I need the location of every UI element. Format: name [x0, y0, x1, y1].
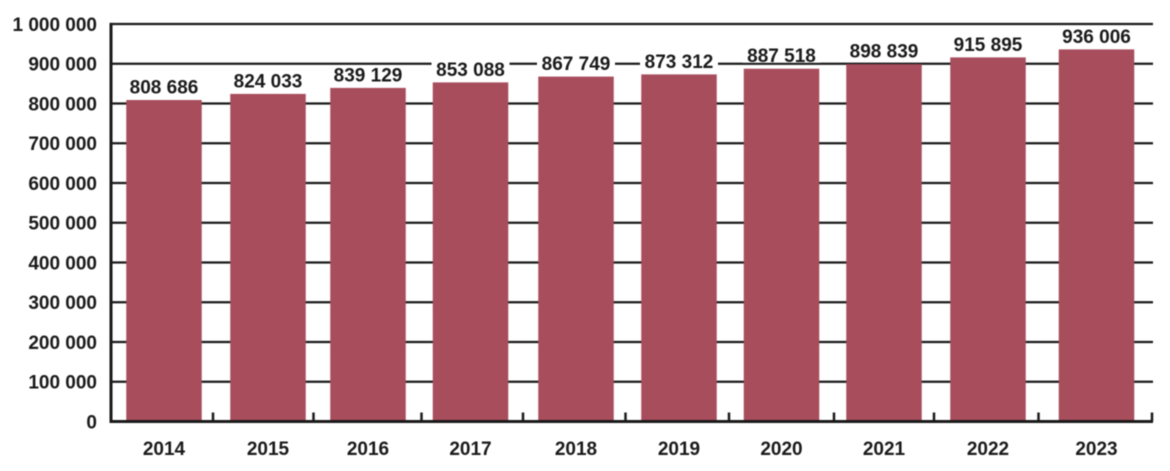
- svg-text:0: 0: [86, 412, 97, 433]
- svg-text:936 006: 936 006: [1062, 27, 1131, 48]
- svg-text:200 000: 200 000: [28, 333, 97, 354]
- svg-text:873 312: 873 312: [645, 52, 714, 73]
- svg-text:2020: 2020: [760, 439, 802, 460]
- svg-text:400 000: 400 000: [28, 253, 97, 274]
- svg-text:2018: 2018: [555, 439, 597, 460]
- svg-text:2016: 2016: [347, 439, 389, 460]
- svg-text:2023: 2023: [1075, 439, 1117, 460]
- svg-text:824 033: 824 033: [234, 71, 303, 92]
- svg-text:2014: 2014: [143, 439, 186, 460]
- svg-text:2015: 2015: [247, 439, 290, 460]
- svg-text:808 686: 808 686: [130, 78, 199, 99]
- svg-text:600 000: 600 000: [28, 174, 97, 195]
- svg-text:887 518: 887 518: [747, 46, 816, 67]
- svg-text:839 129: 839 129: [334, 65, 403, 86]
- svg-text:2021: 2021: [863, 439, 906, 460]
- svg-text:915 895: 915 895: [954, 35, 1023, 56]
- svg-text:2017: 2017: [449, 439, 491, 460]
- svg-text:2022: 2022: [967, 439, 1009, 460]
- svg-text:800 000: 800 000: [28, 94, 97, 115]
- svg-text:867 749: 867 749: [542, 54, 611, 75]
- svg-text:700 000: 700 000: [28, 134, 97, 155]
- svg-text:900 000: 900 000: [28, 55, 97, 76]
- svg-text:300 000: 300 000: [28, 293, 97, 314]
- svg-text:898 839: 898 839: [850, 42, 919, 63]
- svg-text:1 000 000: 1 000 000: [12, 15, 97, 36]
- svg-text:100 000: 100 000: [28, 373, 97, 394]
- svg-text:853 088: 853 088: [436, 60, 505, 81]
- svg-text:2019: 2019: [658, 439, 700, 460]
- svg-text:500 000: 500 000: [28, 214, 97, 235]
